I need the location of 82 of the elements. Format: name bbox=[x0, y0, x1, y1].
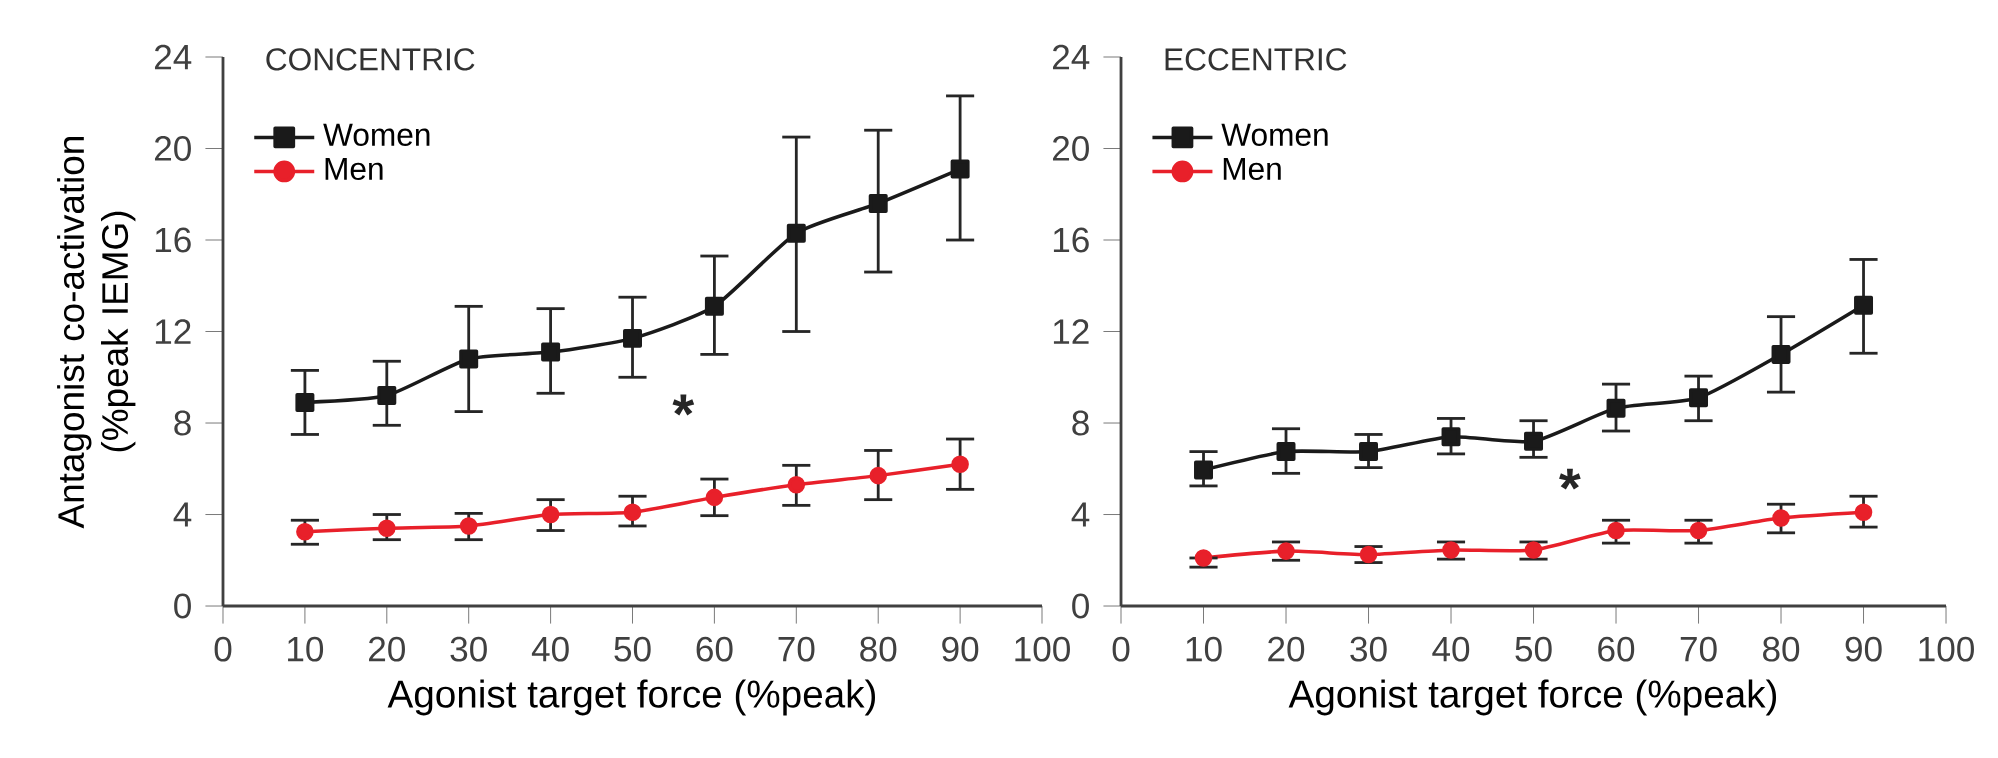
y-tick-label: 4 bbox=[173, 502, 192, 527]
point bbox=[623, 503, 642, 522]
point bbox=[1442, 541, 1460, 559]
x-tick-label: 20 bbox=[1268, 636, 1305, 662]
x-axis-title: Agonist target force (%peak) bbox=[387, 679, 875, 716]
chart-title: CONCENTRIC bbox=[266, 48, 475, 71]
x-tick-label: 30 bbox=[1350, 636, 1387, 662]
y-tick-label: 24 bbox=[1052, 44, 1090, 70]
point bbox=[1276, 442, 1296, 462]
point bbox=[295, 392, 315, 412]
x-tick-label: 80 bbox=[1763, 636, 1800, 662]
point bbox=[868, 193, 888, 213]
y-tick-label: 20 bbox=[1052, 136, 1089, 161]
x-tick-label: 90 bbox=[942, 636, 979, 662]
x-tick-label: 90 bbox=[1845, 636, 1882, 662]
x-tick-label: 50 bbox=[614, 636, 651, 662]
y-tick-label: 4 bbox=[1071, 502, 1090, 527]
point bbox=[705, 488, 724, 507]
x-tick-label: 0 bbox=[214, 636, 232, 662]
point bbox=[787, 475, 806, 494]
x-tick-label: 70 bbox=[1680, 636, 1717, 662]
point bbox=[1607, 521, 1625, 540]
x-tick-label: 30 bbox=[450, 636, 487, 662]
x-tick-label: 60 bbox=[1598, 636, 1635, 662]
x-tick-label: 20 bbox=[369, 636, 405, 662]
legend-label: Women bbox=[323, 123, 430, 146]
y-tick-label: 16 bbox=[1053, 227, 1089, 253]
y-tick-label: 0 bbox=[174, 593, 191, 619]
x-tick-label: 60 bbox=[696, 636, 733, 662]
point bbox=[1689, 521, 1708, 540]
point bbox=[951, 455, 969, 473]
y-tick-label: 12 bbox=[1053, 319, 1089, 344]
point bbox=[1277, 542, 1295, 560]
y-tick-label: 8 bbox=[1072, 410, 1089, 436]
chart-title: ECCENTRIC bbox=[1165, 48, 1347, 71]
annotation: * bbox=[672, 394, 695, 416]
x-tick-label: 100 bbox=[1015, 636, 1070, 662]
x-tick-label: 10 bbox=[288, 636, 324, 662]
point bbox=[1194, 460, 1213, 480]
point bbox=[623, 328, 642, 348]
point bbox=[1854, 295, 1874, 315]
point bbox=[869, 466, 887, 485]
point bbox=[1606, 398, 1626, 418]
y-tick-label: 16 bbox=[155, 227, 191, 253]
point bbox=[1359, 442, 1379, 462]
point bbox=[704, 296, 724, 316]
point bbox=[786, 223, 806, 243]
point bbox=[377, 386, 397, 406]
point bbox=[459, 517, 478, 535]
x-tick-label: 40 bbox=[531, 636, 569, 662]
y-axis-title: Antagonist co-activation (%peak IEMG) bbox=[57, 137, 136, 529]
y-tick-label: 24 bbox=[154, 44, 192, 70]
legend-label: Men bbox=[325, 157, 383, 181]
x-axis-title: Agonist target force (%peak) bbox=[1288, 679, 1777, 716]
annotation: * bbox=[1559, 468, 1581, 490]
point bbox=[1689, 388, 1709, 408]
x-tick-label: 0 bbox=[1112, 636, 1130, 662]
point bbox=[950, 159, 970, 179]
x-tick-label: 70 bbox=[778, 636, 815, 662]
point bbox=[1772, 509, 1790, 527]
y-tick-label: 20 bbox=[154, 136, 191, 161]
point bbox=[1524, 541, 1543, 559]
legend-label: Women bbox=[1221, 123, 1328, 146]
y-tick-label: 8 bbox=[174, 410, 191, 436]
point bbox=[1771, 344, 1791, 364]
y-tick-label: 12 bbox=[155, 319, 191, 344]
point bbox=[459, 349, 479, 369]
x-tick-label: 40 bbox=[1432, 636, 1470, 662]
point bbox=[1524, 431, 1544, 451]
point bbox=[1441, 427, 1461, 447]
point bbox=[1194, 549, 1213, 567]
x-tick-label: 100 bbox=[1919, 636, 1974, 662]
legend-label: Men bbox=[1223, 157, 1281, 181]
point bbox=[541, 505, 560, 524]
x-tick-label: 80 bbox=[860, 636, 897, 662]
x-tick-label: 10 bbox=[1186, 636, 1222, 662]
point bbox=[1854, 503, 1873, 522]
point bbox=[541, 342, 561, 362]
y-tick-label: 0 bbox=[1072, 593, 1089, 619]
point bbox=[296, 522, 314, 541]
x-tick-label: 50 bbox=[1515, 636, 1552, 662]
point bbox=[1359, 545, 1378, 564]
